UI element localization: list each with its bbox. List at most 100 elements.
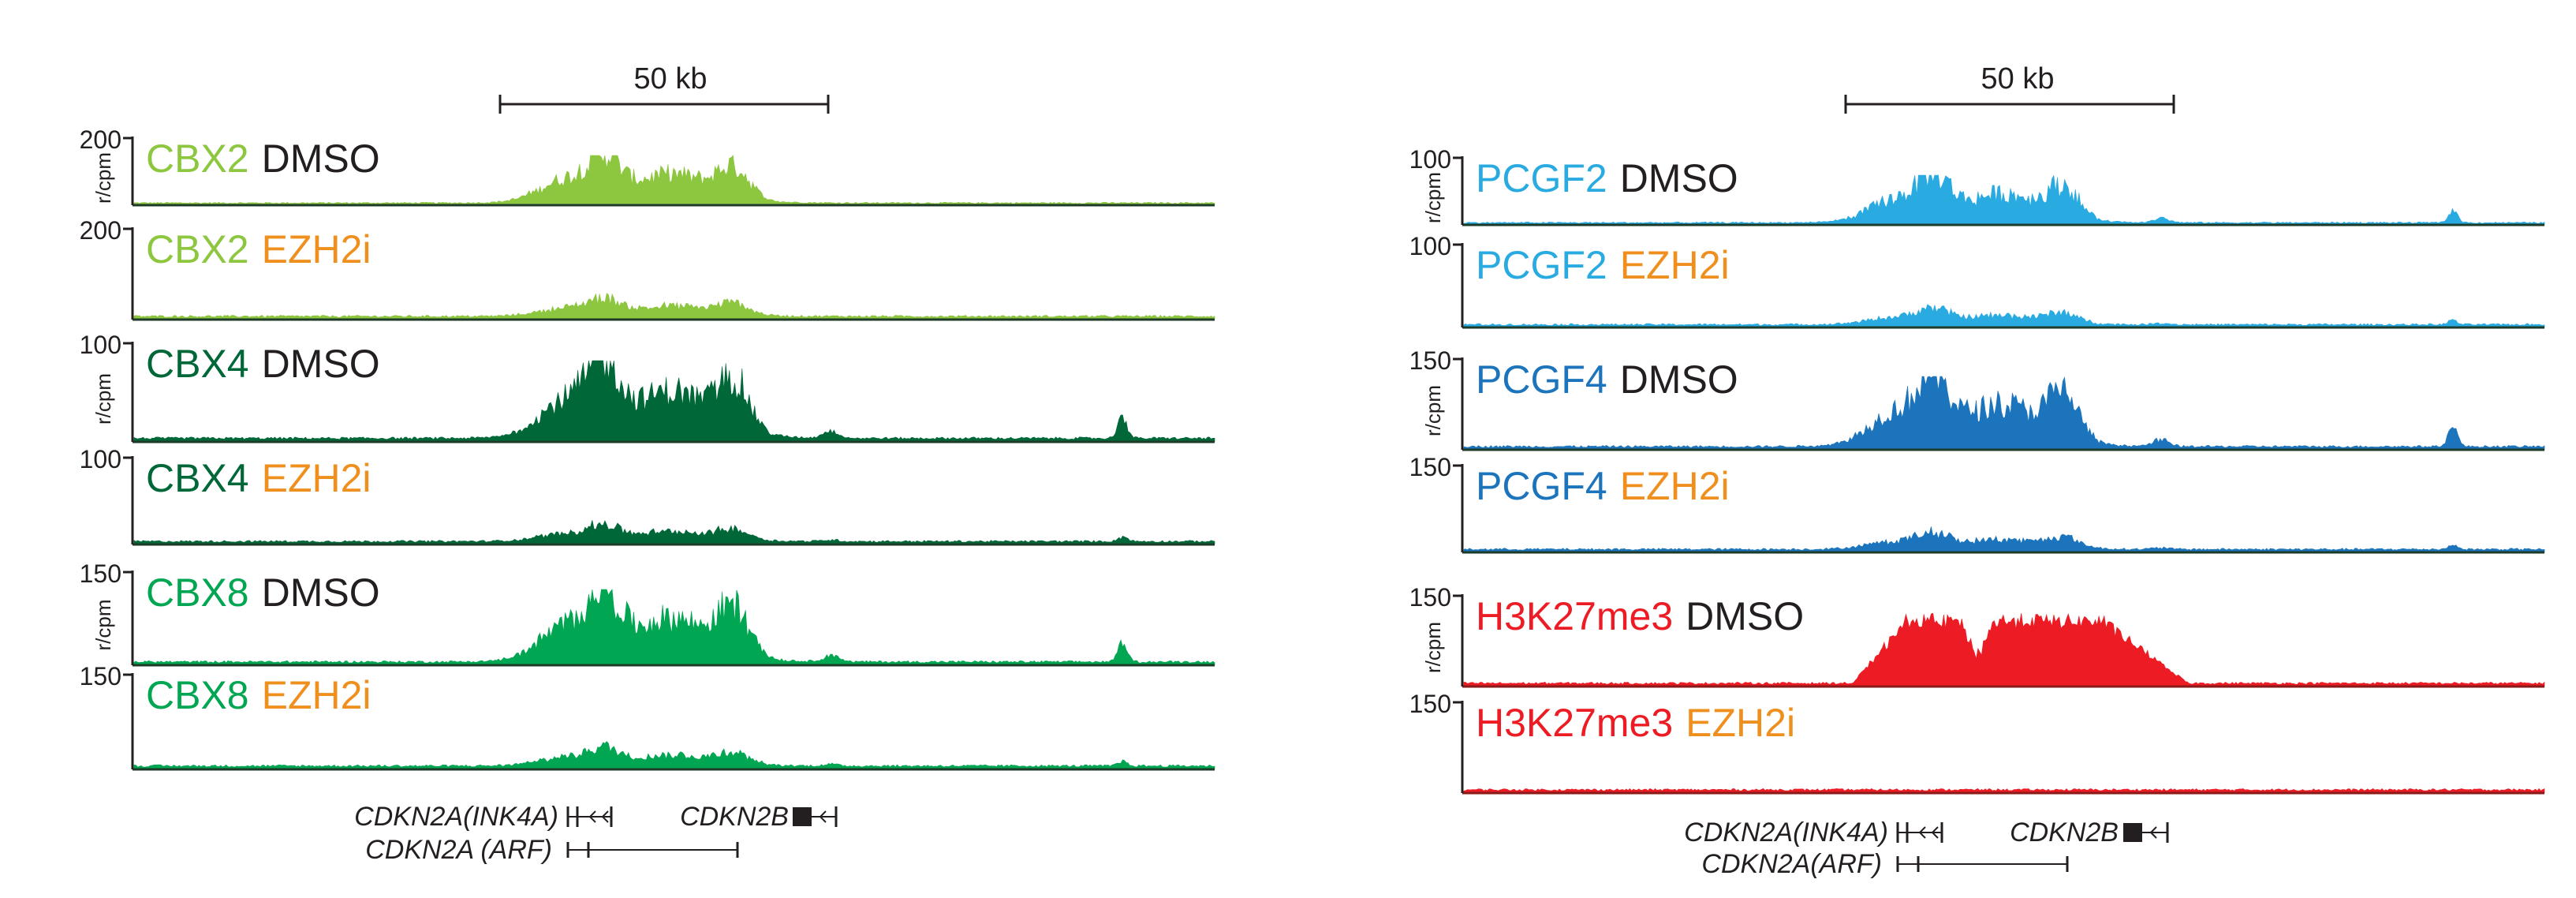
scale-bar: 50 kb — [1844, 62, 2175, 114]
signal-track — [1463, 526, 2545, 553]
gene-model-cdkn2a-ink4a — [566, 806, 613, 827]
track-label-protein: PCGF4 — [1476, 464, 1607, 508]
track-label-condition: DMSO — [262, 571, 380, 615]
y-max-label: 100 — [1409, 232, 1451, 260]
signal-track — [133, 293, 1215, 320]
track-h3k27me3-ezh2i: 150 H3K27me3 EZH2i — [1409, 690, 2545, 795]
track-label-condition: EZH2i — [1620, 243, 1730, 287]
track-cbx8-ezh2i: 150 CBX8 EZH2i — [80, 662, 1215, 771]
signal-track — [133, 589, 1215, 666]
y-max-label: 100 — [80, 331, 121, 359]
track-label: H3K27me3 DMSO — [1476, 594, 1804, 638]
track-label-condition: DMSO — [262, 342, 380, 386]
scale-bar-label: 50 kb — [634, 62, 707, 95]
track-label: PCGF4 DMSO — [1476, 357, 1738, 402]
track-label: CBX4 EZH2i — [146, 456, 371, 500]
y-unit-label: r/cpm — [1421, 622, 1445, 673]
track-cbx4-ezh2i: 100 CBX4 EZH2i — [80, 445, 1215, 546]
track-label-condition: EZH2i — [262, 456, 371, 500]
gene-annotations: CDKN2A(INK4A)CDKN2A (ARF) CDKN2B — [354, 802, 838, 865]
track-label-protein: CBX4 — [146, 342, 249, 386]
gene-label-cdkn2a-arf: CDKN2A(ARF) — [1701, 849, 1882, 879]
gene-model-cdkn2a-ink4a — [1896, 822, 1943, 843]
strand-arrow — [1918, 826, 1926, 839]
y-max-label: 150 — [1409, 583, 1451, 612]
track-label: CBX2 DMSO — [146, 137, 380, 181]
gene-label-cdkn2b: CDKN2B — [680, 802, 789, 832]
track-pcgf2-ezh2i: 100 PCGF2 EZH2i — [1409, 232, 2545, 329]
track-label-protein: CBX2 — [146, 137, 249, 181]
y-max-label: 150 — [1409, 453, 1451, 481]
y-max-label: 150 — [80, 662, 121, 690]
scale-bar-label: 50 kb — [1981, 62, 2055, 95]
y-unit-label: r/cpm — [1421, 172, 1445, 223]
y-unit-label: r/cpm — [91, 600, 115, 651]
signal-track — [1463, 612, 2545, 687]
y-unit-label: r/cpm — [1421, 385, 1445, 436]
gene-model-cdkn2a-arf — [566, 842, 739, 858]
signal-track — [133, 741, 1215, 770]
track-label: H3K27me3 EZH2i — [1476, 701, 1795, 745]
signal-track — [1463, 174, 2545, 226]
track-label-condition: DMSO — [1620, 357, 1738, 402]
gene-model-cdkn2b — [793, 806, 838, 827]
track-label-protein: CBX8 — [146, 673, 249, 717]
y-unit-label: r/cpm — [91, 152, 115, 204]
track-label-protein: CBX4 — [146, 456, 249, 500]
strand-arrow — [2149, 826, 2157, 839]
signal-track — [1463, 304, 2545, 328]
track-label: PCGF4 EZH2i — [1476, 464, 1730, 508]
track-label: CBX2 EZH2i — [146, 227, 371, 271]
y-max-label: 150 — [80, 559, 121, 588]
strand-arrow — [588, 810, 596, 823]
strand-arrow — [819, 810, 827, 823]
track-label-protein: CBX2 — [146, 227, 249, 271]
track-label-condition: EZH2i — [262, 673, 371, 717]
signal-track — [133, 520, 1215, 545]
track-label: PCGF2 EZH2i — [1476, 243, 1730, 287]
signal-track — [133, 155, 1215, 206]
track-label-protein: PCGF2 — [1476, 156, 1607, 200]
gene-model-cdkn2b — [2123, 822, 2169, 843]
track-cbx8-dmso: 150 r/cpm CBX8 DMSO — [80, 559, 1215, 667]
track-pcgf4-dmso: 150 r/cpm PCGF4 DMSO — [1409, 346, 2545, 451]
track-h3k27me3-dmso: 150 r/cpm H3K27me3 DMSO — [1409, 583, 2545, 688]
strand-arrow — [1931, 826, 1939, 839]
scale-bar: 50 kb — [498, 62, 830, 114]
gene-exon — [793, 807, 812, 826]
track-label-protein: PCGF2 — [1476, 243, 1607, 287]
track-label-protein: PCGF4 — [1476, 357, 1607, 402]
panel-right: 50 kb 100 r/cpm PCGF2 DMSO 100 PCGF2 EZH2i 150 r/… — [1409, 62, 2545, 879]
strand-arrow — [601, 810, 609, 823]
y-max-label: 150 — [1409, 690, 1451, 718]
track-cbx2-ezh2i: 200 CBX2 EZH2i — [80, 216, 1215, 321]
track-cbx4-dmso: 100 r/cpm CBX4 DMSO — [80, 331, 1215, 443]
track-label-condition: EZH2i — [262, 227, 371, 271]
track-label-protein: CBX8 — [146, 571, 249, 615]
track-pcgf4-ezh2i: 150 PCGF4 EZH2i — [1409, 453, 2545, 554]
gene-label-cdkn2a-ink4a: CDKN2A(INK4A) — [1684, 818, 1888, 847]
y-max-label: 100 — [80, 445, 121, 473]
track-label-condition: EZH2i — [1620, 464, 1730, 508]
signal-track — [1463, 376, 2545, 451]
y-max-label: 200 — [80, 216, 121, 245]
track-label: PCGF2 DMSO — [1476, 156, 1738, 200]
track-label-protein: H3K27me3 — [1476, 701, 1673, 745]
gene-label-cdkn2b: CDKN2B — [2010, 818, 2119, 847]
y-max-label: 150 — [1409, 346, 1451, 375]
gene-label-cdkn2a-ink4a: CDKN2A(INK4A) — [354, 802, 558, 832]
gene-exon — [2123, 823, 2142, 842]
track-label: CBX8 DMSO — [146, 571, 380, 615]
signal-track — [133, 360, 1215, 443]
gene-label-cdkn2a-arf: CDKN2A (ARF) — [365, 835, 552, 865]
track-label: CBX4 DMSO — [146, 342, 380, 386]
track-label: CBX8 EZH2i — [146, 673, 371, 717]
gene-model-cdkn2a-arf — [1896, 856, 2069, 872]
track-label-condition: DMSO — [1620, 156, 1738, 200]
gene-annotations: CDKN2A(INK4A)CDKN2A(ARF) CDKN2B — [1684, 818, 2169, 879]
y-max-label: 200 — [80, 125, 121, 154]
track-label-condition: DMSO — [1686, 594, 1804, 638]
